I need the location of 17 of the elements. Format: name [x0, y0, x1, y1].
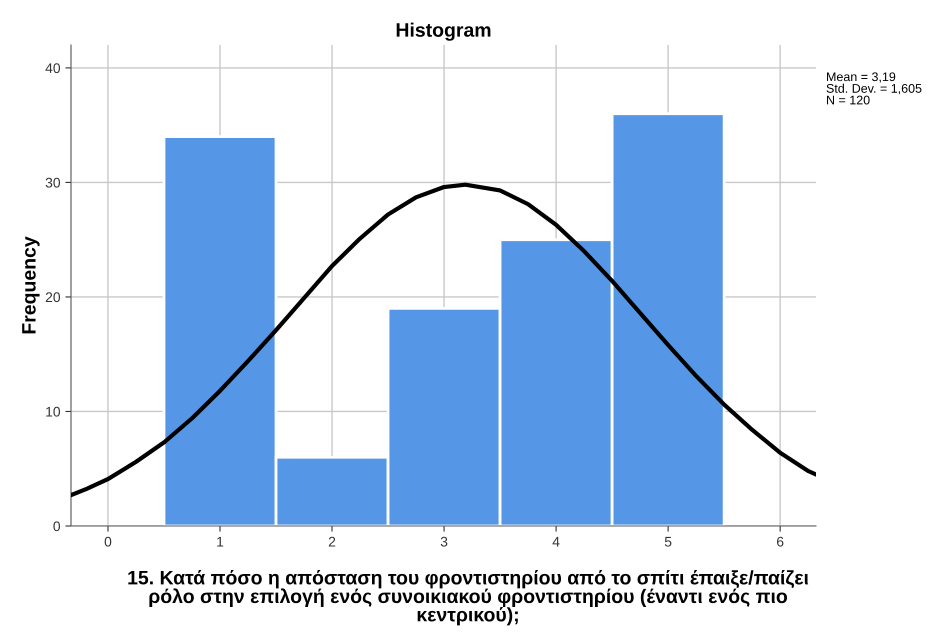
x-tick-label: 1 — [217, 536, 224, 546]
line-series — [71, 182, 816, 498]
x-tick-label: 3 — [440, 536, 448, 547]
y-tick-label: 0 — [53, 521, 60, 532]
x-axis-title: 15. Κατά πόσο η απόσταση του φροντιστηρίου από το σπίτι έπαιξε/παίζει ρόλο στην επιλογή ενός συνοικιακού φροντιστηρίου (έναντι ενός πιο κεντρικού); — [128, 570, 808, 626]
text: Mean = 3,19 Std. Dev. = 1,605 N = 120 — [826, 72, 922, 104]
x-tick-label: 4 — [552, 536, 560, 546]
x-tick-label: 5 — [664, 536, 672, 547]
y-tick-label: 20 — [46, 292, 60, 302]
x-tick-label: 0 — [104, 536, 112, 547]
y-tick-label: 30 — [46, 178, 60, 188]
y-axis-title: Frequency — [22, 236, 40, 334]
chart-title: Histogram — [396, 22, 490, 41]
x-tick-label: 6 — [776, 536, 784, 547]
x-tick-label: 2 — [328, 536, 336, 546]
y-tick-label: 40 — [45, 63, 60, 74]
y-tick-label: 10 — [46, 406, 60, 417]
